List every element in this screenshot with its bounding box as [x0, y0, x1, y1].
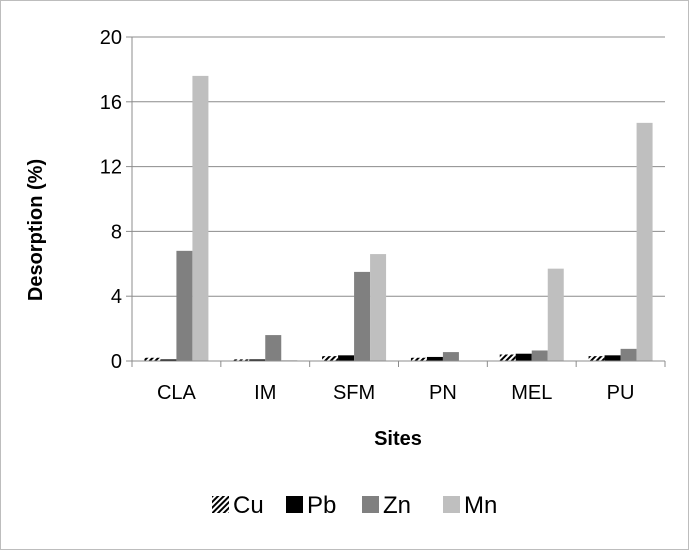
bar-pb-pn [426, 356, 443, 361]
axes: 0 4 8 12 16 20 CLA IM SFM PN MEL PU [100, 27, 666, 404]
bar-pb-sfm [338, 355, 355, 361]
gridlines [132, 36, 665, 297]
bar-pb-pu [604, 355, 621, 361]
bars [144, 75, 653, 361]
bar-zn-mel [531, 350, 548, 361]
legend-swatch-zn [362, 496, 379, 513]
legend-label-mn: Mn [464, 492, 497, 519]
legend-swatch-pb [286, 496, 303, 513]
bar-cu-sfm [322, 356, 339, 361]
y-tick-label: 8 [111, 221, 122, 243]
bar-zn-im [265, 335, 282, 361]
bar-cu-pu [588, 356, 605, 361]
y-tick-label: 4 [111, 286, 122, 308]
bar-cu-pn [410, 357, 427, 361]
legend-label-zn: Zn [383, 492, 411, 519]
bar-zn-cla [176, 250, 193, 361]
x-tick-label: CLA [157, 382, 197, 404]
y-tick-label: 12 [100, 157, 122, 179]
bar-cu-cla [144, 357, 161, 361]
y-tick-label: 20 [100, 27, 122, 49]
y-axis-title: Desorption (%) [25, 159, 47, 301]
bar-pb-im [249, 359, 266, 361]
legend-label-cu: Cu [233, 492, 264, 519]
legend-swatch-mn [443, 496, 460, 513]
x-tick-label: PU [607, 382, 635, 404]
legend-label-pb: Pb [307, 492, 336, 519]
bar-cu-im [233, 359, 250, 361]
bar-mn-cla [192, 75, 209, 361]
legend: Cu Pb Zn Mn [212, 492, 497, 519]
bar-cu-mel [499, 354, 516, 361]
legend-swatch-cu [212, 496, 229, 513]
bar-zn-pu [620, 348, 637, 361]
bar-pb-cla [160, 359, 177, 361]
bar-mn-pu [636, 122, 653, 361]
x-axis-title: Sites [374, 428, 422, 450]
y-tick-label: 0 [111, 351, 122, 373]
x-tick-label: MEL [511, 382, 552, 404]
bar-zn-pn [442, 352, 459, 361]
bar-zn-sfm [354, 271, 371, 361]
bar-mn-mel [547, 268, 564, 361]
x-tick-label: SFM [333, 382, 375, 404]
y-tick-label: 16 [100, 92, 122, 114]
bar-pb-mel [515, 353, 532, 361]
x-tick-label: PN [429, 382, 457, 404]
x-tick-label: IM [254, 382, 276, 404]
bar-mn-sfm [370, 254, 387, 361]
